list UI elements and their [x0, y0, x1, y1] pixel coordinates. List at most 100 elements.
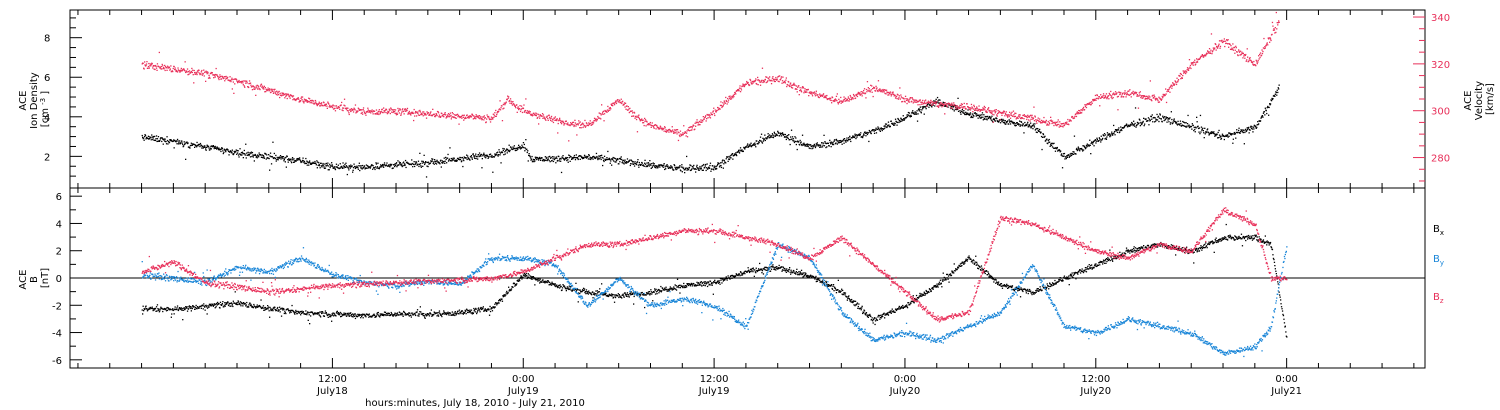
data-point	[836, 93, 838, 95]
data-point	[713, 107, 715, 109]
data-point	[407, 112, 410, 114]
data-point	[959, 111, 962, 114]
data-point	[512, 148, 515, 150]
data-point	[1176, 77, 1178, 79]
data-point	[1145, 118, 1147, 120]
data-point	[261, 156, 263, 158]
data-point	[1261, 115, 1264, 117]
data-point	[1239, 131, 1242, 133]
data-point	[329, 163, 331, 165]
data-point	[185, 158, 187, 160]
data-point	[343, 104, 345, 106]
data-point	[673, 164, 675, 166]
data-point	[570, 122, 572, 124]
data-point	[1063, 152, 1066, 155]
data-point	[485, 121, 487, 123]
data-point	[383, 166, 385, 168]
data-point	[1188, 124, 1190, 126]
data-point	[289, 97, 291, 99]
data-point	[872, 95, 874, 98]
data-point	[445, 117, 447, 119]
data-point	[730, 96, 732, 99]
data-point	[366, 110, 369, 112]
data-point	[1262, 47, 1265, 49]
data-point	[800, 90, 802, 92]
data-point	[444, 160, 446, 162]
data-point	[481, 167, 483, 169]
data-point	[287, 93, 289, 95]
data-point	[876, 87, 878, 89]
data-point	[1071, 154, 1073, 156]
data-point	[1229, 43, 1231, 45]
data-point	[569, 124, 571, 127]
data-point	[1102, 93, 1105, 95]
data-point	[1104, 94, 1106, 97]
data-point	[445, 158, 447, 161]
data-point	[1107, 95, 1109, 98]
data-point	[860, 91, 862, 93]
data-point	[1209, 51, 1211, 53]
data-point	[352, 169, 354, 171]
data-point	[411, 112, 413, 114]
data-point	[496, 113, 498, 116]
data-point	[830, 143, 832, 145]
data-point	[914, 111, 916, 113]
data-point	[324, 103, 326, 106]
data-point	[265, 90, 267, 93]
data-point	[1264, 114, 1266, 116]
data-point	[812, 145, 815, 147]
data-point	[390, 108, 392, 110]
data-point	[357, 110, 359, 112]
data-point	[916, 120, 919, 122]
data-point	[1003, 110, 1005, 112]
data-point	[522, 107, 525, 110]
data-point	[352, 167, 355, 169]
data-point	[559, 119, 561, 121]
data-point	[707, 117, 709, 119]
data-point	[214, 146, 216, 148]
data-point	[477, 158, 479, 160]
data-point	[1058, 123, 1060, 126]
data-point	[248, 153, 251, 155]
data-point	[739, 147, 742, 149]
data-point	[1231, 48, 1234, 50]
data-point	[382, 165, 384, 167]
data-point	[160, 137, 162, 139]
data-point	[956, 108, 958, 111]
data-point	[195, 73, 197, 75]
data-point	[686, 169, 688, 171]
data-point	[748, 145, 750, 148]
data-point	[1129, 124, 1131, 126]
data-point	[463, 159, 465, 162]
data-point	[589, 120, 591, 122]
data-point	[333, 105, 335, 107]
data-point	[1109, 94, 1111, 96]
data-point	[207, 72, 209, 74]
data-point	[1248, 128, 1251, 131]
data-point	[627, 109, 629, 111]
data-point	[235, 78, 237, 80]
data-point	[353, 108, 356, 110]
data-point	[1001, 114, 1003, 116]
data-point	[819, 146, 821, 148]
data-point	[257, 155, 259, 157]
data-point	[1019, 116, 1021, 118]
data-point	[230, 79, 233, 81]
data-point	[507, 148, 509, 151]
data-point	[1143, 117, 1145, 119]
data-point	[499, 109, 502, 111]
data-point	[1093, 98, 1095, 101]
data-point	[699, 124, 701, 126]
data-point	[1025, 115, 1027, 117]
data-point	[281, 93, 284, 95]
data-point	[936, 96, 939, 99]
data-point	[1186, 69, 1188, 71]
data-point	[835, 142, 837, 144]
data-point	[341, 166, 343, 169]
data-point	[1256, 126, 1258, 129]
data-point	[538, 159, 540, 161]
data-point	[222, 76, 224, 79]
data-point	[1188, 126, 1191, 129]
data-point	[884, 127, 886, 129]
top-plot-frame	[69, 9, 1426, 189]
